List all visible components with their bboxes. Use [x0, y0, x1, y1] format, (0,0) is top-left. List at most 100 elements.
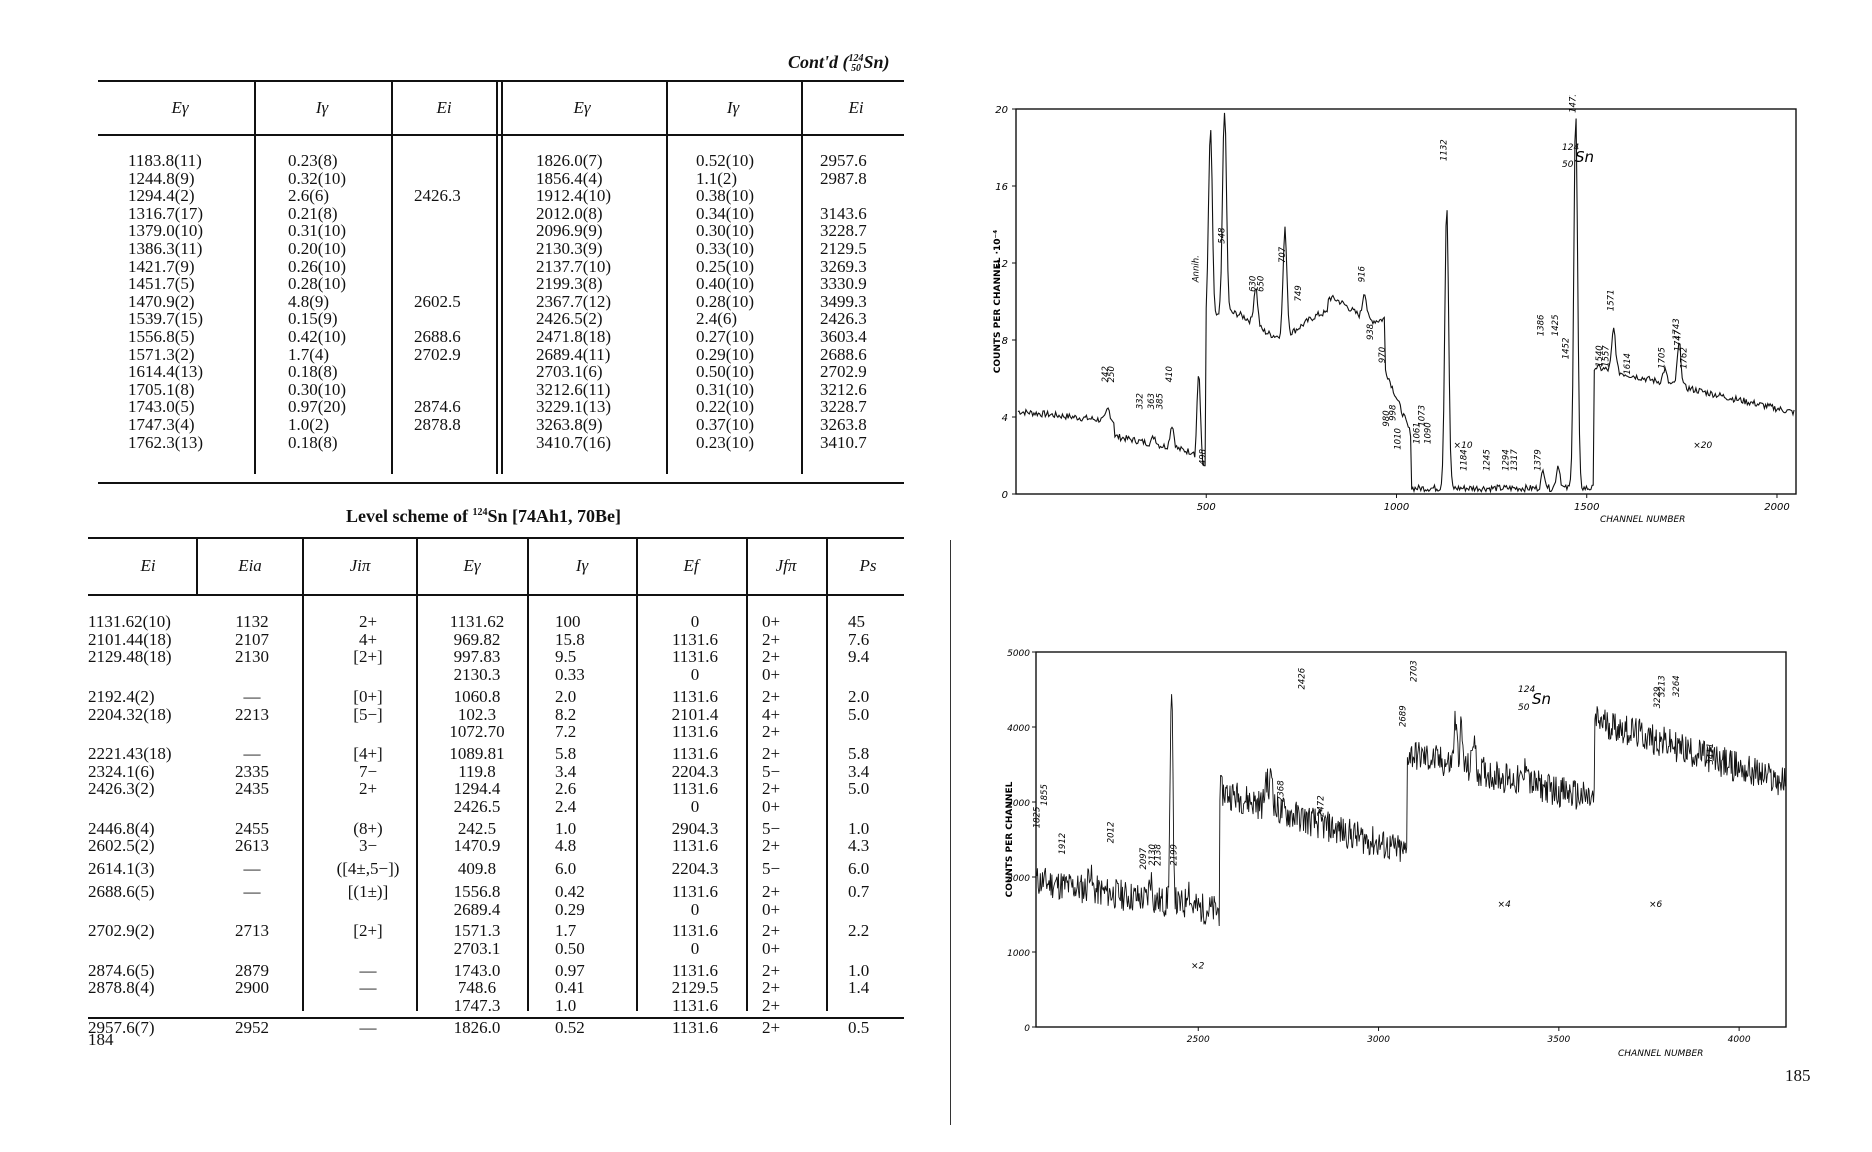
- cont-tail: Sn): [863, 52, 890, 72]
- table2-header-egamma: Eγ: [463, 556, 481, 575]
- x-axis-label: CHANNEL NUMBER: [1600, 515, 1685, 525]
- table-cell: 2426.3: [820, 309, 867, 329]
- peak-label: 2199: [1170, 844, 1180, 866]
- peak-label: 2368: [1277, 780, 1287, 802]
- scale-note: ×6: [1649, 900, 1663, 910]
- table-cell: 1.4: [848, 978, 870, 998]
- y-tick-label: 4000: [1007, 724, 1030, 734]
- table-cell: 0.52(10): [696, 151, 755, 170]
- table1-divider: [496, 82, 498, 474]
- table-cell: 1089.81: [449, 743, 505, 763]
- table1-divider: [501, 82, 503, 474]
- table-cell: 2.4: [555, 797, 577, 816]
- table-cell: 0.31(10): [696, 379, 755, 399]
- peak-label: 1855: [1040, 784, 1050, 806]
- table-cell: 1571.3(2): [128, 344, 195, 364]
- table-cell: 3603.4: [820, 327, 867, 346]
- peak-label: 1090: [1424, 422, 1434, 444]
- table-cell: 7.6: [848, 629, 870, 649]
- peak-label: Annih.: [1192, 255, 1202, 283]
- table-cell: 6.0: [555, 859, 577, 879]
- y-tick-label: 0: [1002, 490, 1008, 501]
- table-cell: 1183.8(11): [128, 151, 202, 170]
- page-number-right: 185: [1785, 1066, 1811, 1085]
- table-cell: 2613: [235, 836, 269, 856]
- table-cell: 2471.8(18): [536, 327, 612, 346]
- peak-label: 385: [1155, 393, 1165, 409]
- x-tick-label: 2000: [1764, 502, 1789, 513]
- table-cell: 0.29(10): [696, 344, 755, 364]
- table-cell: [4+]: [353, 743, 383, 763]
- table-cell: 2213: [235, 704, 269, 724]
- table-cell: 1131.6: [671, 647, 719, 667]
- y-tick-label: 2000: [1007, 874, 1030, 884]
- table-cell: 0.32(10): [288, 168, 347, 188]
- table-cell: 102.3: [457, 704, 497, 724]
- peak-label: 498: [1198, 448, 1208, 465]
- peak-label: 630: [1249, 276, 1259, 292]
- table-cell: —: [359, 978, 377, 998]
- table-cell: 2426.3(2): [88, 779, 155, 799]
- table-cell: 1705.1(8): [128, 379, 195, 399]
- peak-label: 1379: [1534, 449, 1544, 471]
- table-cell: [5−]: [353, 704, 383, 724]
- table-cell: 4.8(9): [288, 291, 330, 311]
- table2-divider: [196, 539, 198, 595]
- table-cell: 2987.8: [820, 168, 867, 188]
- table-cell: 2878.8(4): [88, 978, 155, 998]
- table-cell: 0+: [762, 938, 781, 958]
- table-cell: [0+]: [353, 686, 383, 706]
- y-axis-label: COUNTS PER CHANNEL: [1005, 781, 1015, 897]
- table-cell: [2+]: [353, 647, 383, 667]
- table-cell: 0.31(10): [288, 221, 347, 241]
- table2-divider: [826, 539, 828, 1011]
- peak-label: 707: [1278, 246, 1288, 263]
- table-cell: 3263.8(9): [536, 415, 603, 434]
- table-cell: —: [359, 960, 377, 980]
- y-tick-label: 12: [995, 259, 1008, 270]
- table-cell: 2+: [762, 1017, 781, 1037]
- table-cell: 0: [690, 612, 700, 631]
- table-cell: 2689.4: [453, 899, 501, 919]
- table-cell: 0.34(10): [696, 203, 755, 223]
- table-cell: 2.0: [848, 686, 870, 706]
- peak-label: 1614: [1623, 353, 1633, 375]
- table-cell: 2335: [235, 761, 269, 781]
- table-cell: 2+: [762, 996, 781, 1015]
- table-cell: 2703.1(6): [536, 362, 603, 382]
- nucleus-symbol: Sn: [1532, 690, 1551, 708]
- table2-divider: [527, 539, 529, 1011]
- table-cell: 0.15(9): [288, 309, 338, 329]
- table-cell: ([4±,5−]): [336, 859, 400, 879]
- table1-header-egamma-2: Eγ: [573, 98, 591, 117]
- table-cell: 2446.8(4): [88, 818, 155, 838]
- table-cell: 2952: [235, 1017, 269, 1037]
- table-cell: 1856.4(4): [536, 168, 603, 188]
- table-cell: 7.2: [555, 722, 577, 742]
- table-cell: 2+: [762, 960, 781, 980]
- peak-label: 749: [1294, 285, 1304, 301]
- table-cell: 1131.6: [671, 836, 719, 856]
- x-tick-label: 1500: [1574, 502, 1599, 513]
- table2-bottom-rule: [88, 1017, 904, 1019]
- table-cell: 1912.4(10): [536, 186, 612, 206]
- table1-header-egamma: Eγ: [171, 98, 189, 117]
- peak-label: 980: [1382, 410, 1392, 426]
- table-cell: 2+: [358, 612, 378, 631]
- peak-label: 1540: [1595, 345, 1605, 367]
- peak-label: 1571: [1607, 289, 1617, 311]
- table2-header-ef: Ef: [683, 556, 699, 575]
- table-cell: 3410.7: [820, 432, 867, 452]
- table-cell: 1451.7(5): [128, 274, 195, 294]
- table-cell: 748.6: [457, 978, 497, 998]
- table-cell: 6.0: [848, 859, 870, 879]
- table-cell: 1743.0(5): [128, 397, 195, 417]
- spectrum-trace: [1036, 694, 1786, 927]
- table-cell: 0.50: [555, 938, 585, 958]
- table-cell: —: [359, 1017, 377, 1037]
- table-cell: 1571.3: [453, 921, 501, 941]
- peak-label: 3264: [1672, 675, 1682, 697]
- table-cell: 2204.32(18): [88, 704, 172, 724]
- x-tick-label: 3500: [1547, 1035, 1570, 1045]
- table-cell: 2129.5: [671, 978, 719, 998]
